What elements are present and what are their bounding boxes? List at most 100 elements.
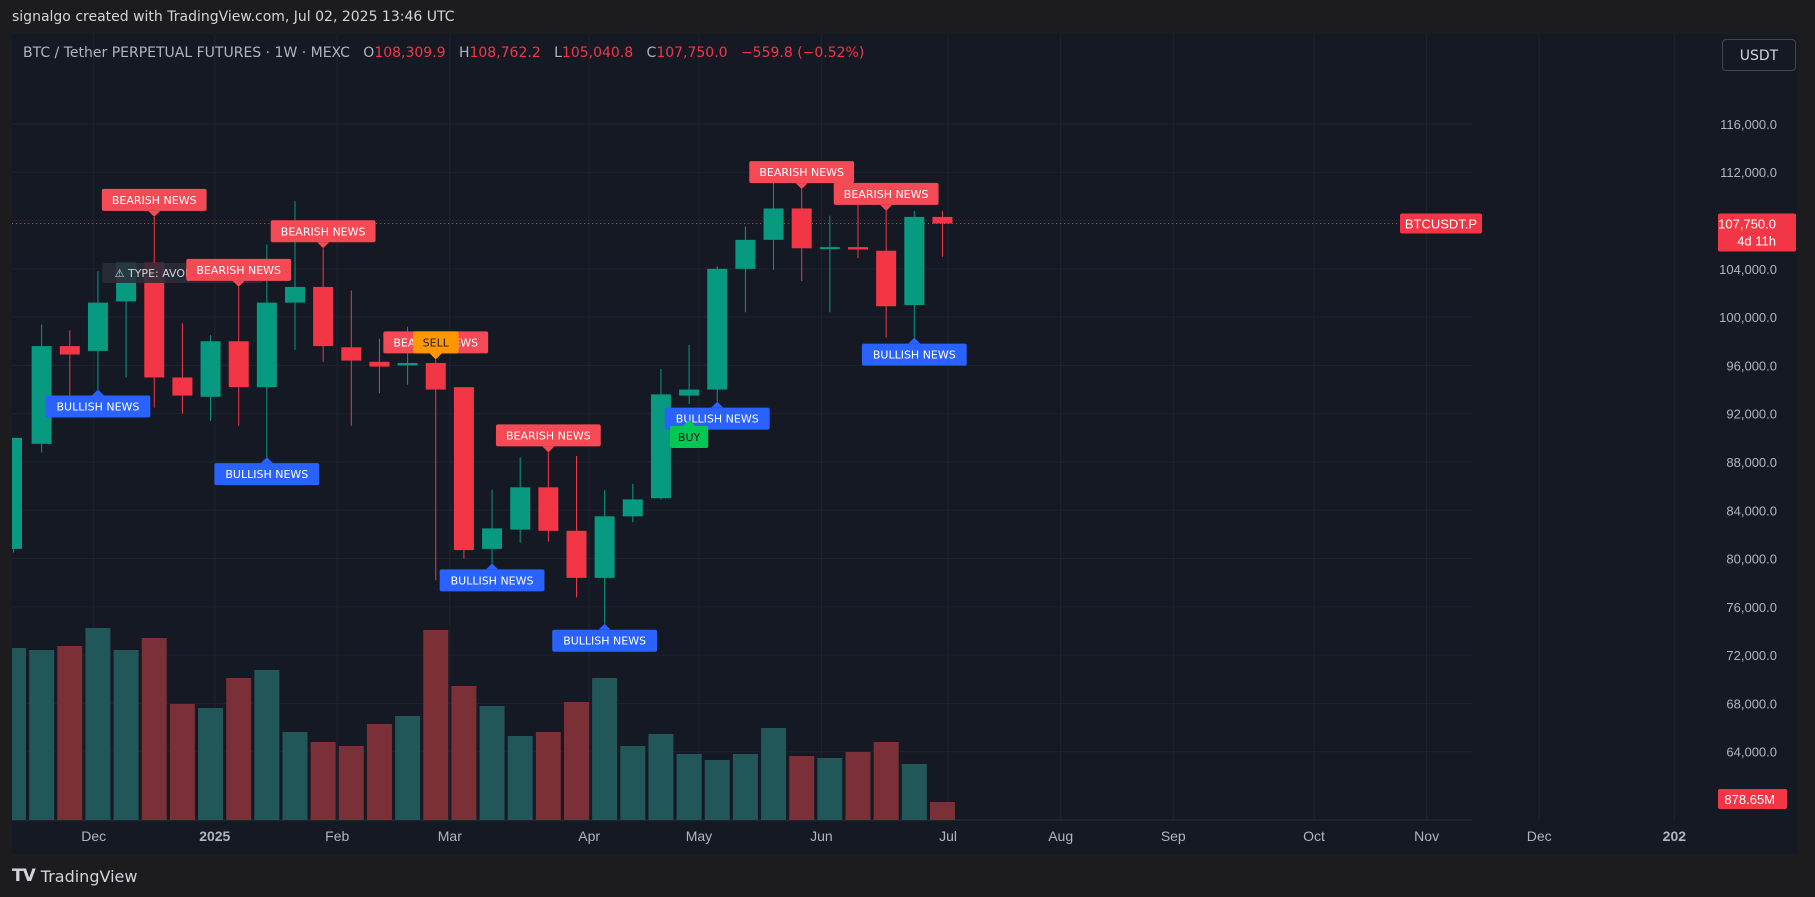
signal-label-text: BEARISH NEWS [506, 429, 591, 442]
x-tick-label: Feb [325, 828, 349, 844]
candle-body [341, 347, 362, 361]
volume-bar [85, 628, 111, 820]
volume-bar [198, 708, 224, 820]
signal-label[interactable]: BEARISH NEWS [186, 258, 292, 287]
signal-label-box [439, 569, 545, 592]
candle-body [763, 208, 784, 240]
x-tick-label: Dec [81, 828, 106, 844]
signal-label[interactable]: BEARISH NEWS [270, 220, 376, 249]
signal-label[interactable]: BEARISH NEWS [749, 161, 855, 190]
signal-label[interactable]: BULLISH NEWS [214, 457, 320, 486]
signal-label[interactable]: BULLISH NEWS [439, 563, 545, 592]
x-tick-label: Aug [1048, 828, 1073, 844]
last-price-tag-box [1718, 213, 1796, 252]
signal-label-text: BULLISH NEWS [451, 574, 534, 587]
signal-label-text: BUY [678, 431, 701, 444]
y-tick-label: 80,000.0 [1726, 552, 1777, 567]
volume-bar [479, 706, 505, 820]
brand[interactable]: TV TradingView [12, 866, 137, 886]
ohlc-legend: BTC / Tether PERPETUAL FUTURES · 1W · ME… [23, 45, 864, 61]
open-value: 108,309.9 [374, 45, 446, 61]
candle-body [510, 487, 531, 530]
signal-pointer [542, 446, 555, 453]
currency-button[interactable]: USDT [1722, 39, 1796, 71]
y-tick-label: 64,000.0 [1726, 745, 1777, 760]
x-tick-label: Sep [1161, 828, 1186, 844]
price-chart[interactable]: 116,000.0112,000.0108,000.0104,000.0100,… [12, 34, 1797, 854]
x-tick-label: Nov [1414, 828, 1439, 844]
volume-bar [817, 758, 843, 820]
signal-label-text: BEARISH NEWS [759, 166, 844, 179]
candle-body [397, 362, 418, 366]
candle-body [819, 247, 840, 250]
signal-label[interactable]: BEARISH NEWS [101, 188, 207, 217]
candle-body [482, 528, 503, 549]
volume-bar [789, 756, 815, 820]
y-tick-label: 92,000.0 [1726, 407, 1777, 422]
candle-body [256, 302, 277, 388]
signal-label-box [670, 426, 709, 449]
x-tick-label: Jul [939, 828, 957, 844]
signal-label[interactable]: BULLISH NEWS [861, 337, 967, 366]
volume-bar [535, 732, 561, 820]
signal-pointer [260, 457, 273, 464]
signal-pointer [880, 204, 893, 211]
change-value: −559.8 (−0.52%) [740, 45, 865, 61]
signal-label-box [552, 629, 658, 652]
high-key: H [458, 45, 470, 61]
tradingview-logo-icon: TV [12, 866, 36, 886]
candle-body [172, 377, 193, 396]
candle-body [369, 361, 390, 367]
signal-label[interactable]: BUY [670, 420, 709, 449]
y-tick-label: 96,000.0 [1726, 358, 1777, 373]
volume-bar [704, 760, 730, 820]
x-tick-label: 2025 [199, 828, 230, 844]
volume-bar [592, 678, 618, 820]
volume-bar [901, 764, 927, 820]
signal-label[interactable]: BEARISH NEWS [833, 182, 939, 211]
volume-bar [929, 802, 955, 820]
signal-label[interactable]: BEARISH NEWS [495, 424, 601, 453]
y-tick-label: 100,000.0 [1719, 310, 1777, 325]
low-key: L [554, 45, 562, 61]
volume-bar [310, 742, 336, 820]
candle-body [735, 239, 756, 269]
symbol-title[interactable]: BTC / Tether PERPETUAL FUTURES · 1W · ME… [23, 45, 350, 61]
y-tick-label: 72,000.0 [1726, 648, 1777, 663]
candle-body [144, 262, 165, 378]
signal-pointer [317, 242, 330, 249]
volume-bar [451, 686, 477, 820]
volume-bar [57, 646, 83, 820]
signal-label-box [45, 395, 151, 418]
signal-label-box [412, 331, 459, 354]
signal-label[interactable]: SELL [412, 331, 459, 360]
candle-body [87, 302, 108, 351]
volume-bar [169, 704, 195, 820]
signal-label[interactable]: BULLISH NEWS [552, 623, 658, 652]
volume-bar [564, 702, 589, 820]
candle-body [285, 286, 305, 303]
signal-label-text: SELL [423, 336, 450, 349]
y-tick-label: 88,000.0 [1726, 455, 1777, 470]
x-tick-label: 202 [1663, 828, 1687, 844]
candle-body [622, 499, 643, 517]
signal-label[interactable]: BULLISH NEWS [45, 389, 151, 418]
signal-pointer [486, 563, 499, 570]
volume-bar [226, 678, 252, 820]
x-tick-label: May [686, 828, 712, 844]
symbol-tag-box [1400, 213, 1482, 234]
symbol-tag: BTCUSDT.P [1405, 217, 1477, 232]
candle-body [791, 208, 812, 249]
volume-bar [676, 754, 702, 820]
volume-bar [395, 716, 421, 820]
signal-label-text: BULLISH NEWS [563, 635, 646, 648]
candle-body [31, 346, 52, 444]
chart-background [12, 34, 1797, 854]
x-tick-label: Oct [1303, 828, 1325, 844]
close-value: 107,750.0 [656, 45, 728, 61]
signal-pointer [148, 210, 161, 217]
volume-bar [338, 746, 364, 820]
volume-bar [282, 732, 308, 820]
y-tick-label: 68,000.0 [1726, 696, 1777, 711]
x-tick-label: Mar [438, 828, 462, 844]
